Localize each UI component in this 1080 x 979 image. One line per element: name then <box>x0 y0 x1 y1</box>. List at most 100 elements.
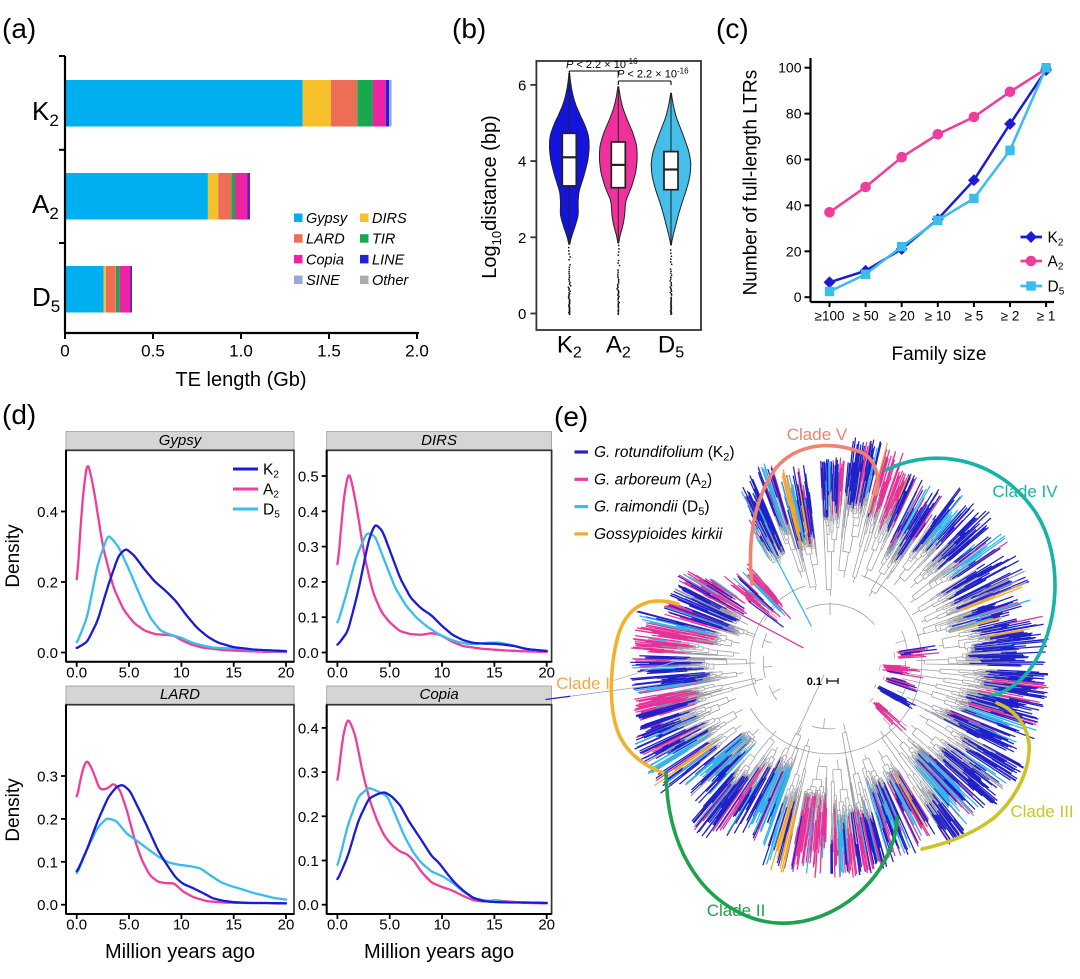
svg-text:(d): (d) <box>2 399 36 430</box>
svg-text:15: 15 <box>225 917 242 934</box>
svg-text:0.1: 0.1 <box>37 854 58 871</box>
svg-text:10: 10 <box>434 665 451 682</box>
svg-text:2: 2 <box>518 230 526 247</box>
svg-text:TIR: TIR <box>372 232 396 248</box>
svg-text:Clade III: Clade III <box>1010 802 1073 821</box>
svg-text:≥100: ≥100 <box>815 309 845 324</box>
svg-text:≥ 50: ≥ 50 <box>853 309 879 324</box>
svg-text:D5: D5 <box>263 502 280 521</box>
svg-text:0.2: 0.2 <box>298 574 319 591</box>
svg-text:≥ 5: ≥ 5 <box>965 309 984 324</box>
svg-text:0.4: 0.4 <box>298 720 319 737</box>
svg-text:Density: Density <box>3 778 24 842</box>
svg-text:1.0: 1.0 <box>229 342 253 361</box>
svg-text:0.4: 0.4 <box>37 504 58 521</box>
svg-text:Gossypioides kirkii: Gossypioides kirkii <box>594 526 723 543</box>
svg-text:Number of full-length LTRs: Number of full-length LTRs <box>741 70 762 296</box>
svg-text:A2: A2 <box>606 332 631 362</box>
svg-text:LARD: LARD <box>160 686 200 703</box>
svg-text:15: 15 <box>486 917 503 934</box>
svg-text:1.5: 1.5 <box>317 342 341 361</box>
svg-text:K2: K2 <box>263 462 279 481</box>
svg-text:0: 0 <box>794 289 802 305</box>
svg-text:Clade II: Clade II <box>707 901 766 920</box>
svg-text:G. arboreum (A2): G. arboreum (A2) <box>594 471 712 491</box>
svg-text:20: 20 <box>538 665 555 682</box>
svg-text:P < 2.2 × 10-16: P < 2.2 × 10-16 <box>566 57 638 71</box>
svg-text:0.3: 0.3 <box>298 765 319 782</box>
svg-text:P < 2.2 × 10-16: P < 2.2 × 10-16 <box>617 67 689 81</box>
svg-text:5.0: 5.0 <box>379 665 400 682</box>
svg-text:0.1: 0.1 <box>298 853 319 870</box>
svg-text:0.0: 0.0 <box>66 665 87 682</box>
svg-text:Clade V: Clade V <box>787 425 848 444</box>
svg-text:Clade IV: Clade IV <box>992 482 1058 501</box>
svg-text:Log10distance (bp): Log10distance (bp) <box>479 115 504 278</box>
svg-text:A2: A2 <box>263 482 279 501</box>
svg-text:Copia: Copia <box>419 686 458 703</box>
svg-text:0.2: 0.2 <box>37 575 58 592</box>
svg-text:0.0: 0.0 <box>327 917 348 934</box>
svg-text:LINE: LINE <box>372 252 405 268</box>
svg-text:≥ 1: ≥ 1 <box>1037 309 1056 324</box>
svg-text:20: 20 <box>278 665 295 682</box>
svg-text:G. rotundifolium (K2): G. rotundifolium (K2) <box>594 444 735 464</box>
svg-text:0.0: 0.0 <box>37 645 58 662</box>
svg-text:A2: A2 <box>1048 254 1064 273</box>
svg-text:80: 80 <box>786 106 802 122</box>
svg-text:0.4: 0.4 <box>298 504 319 521</box>
svg-text:15: 15 <box>225 665 242 682</box>
svg-text:A2: A2 <box>32 189 59 223</box>
svg-text:2.0: 2.0 <box>405 342 429 361</box>
svg-text:DIRS: DIRS <box>421 432 457 449</box>
svg-text:0: 0 <box>518 306 526 323</box>
svg-text:DIRS: DIRS <box>372 211 407 227</box>
svg-text:0.0: 0.0 <box>298 645 319 662</box>
svg-text:6: 6 <box>518 77 526 94</box>
svg-text:0.0: 0.0 <box>66 917 87 934</box>
svg-text:20: 20 <box>786 243 802 259</box>
svg-text:Gypsy: Gypsy <box>159 432 203 449</box>
svg-text:0.0: 0.0 <box>327 665 348 682</box>
svg-text:SINE: SINE <box>306 273 340 289</box>
svg-text:≥ 10: ≥ 10 <box>925 309 951 324</box>
svg-text:20: 20 <box>278 917 295 934</box>
svg-text:15: 15 <box>486 665 503 682</box>
svg-text:(c): (c) <box>716 13 749 44</box>
svg-text:100: 100 <box>778 60 802 76</box>
svg-text:Density: Density <box>3 524 24 588</box>
svg-text:0.3: 0.3 <box>37 769 58 786</box>
svg-text:Gypsy: Gypsy <box>306 211 348 227</box>
svg-text:0.0: 0.0 <box>298 897 319 914</box>
svg-text:Clade I: Clade I <box>556 674 610 693</box>
svg-text:Other: Other <box>372 273 409 289</box>
svg-text:D5: D5 <box>658 332 684 362</box>
svg-text:(b): (b) <box>452 13 486 44</box>
svg-text:5.0: 5.0 <box>119 917 140 934</box>
svg-text:0: 0 <box>60 342 69 361</box>
svg-text:Family size: Family size <box>891 344 986 365</box>
svg-text:0.3: 0.3 <box>298 539 319 556</box>
svg-text:(a): (a) <box>2 13 36 44</box>
svg-text:0.2: 0.2 <box>298 809 319 826</box>
svg-text:TE length (Gb): TE length (Gb) <box>175 369 306 391</box>
svg-text:≥ 20: ≥ 20 <box>889 309 915 324</box>
svg-text:10: 10 <box>173 917 190 934</box>
svg-text:Million years ago: Million years ago <box>364 941 514 963</box>
svg-text:10: 10 <box>434 917 451 934</box>
svg-text:4: 4 <box>518 154 526 171</box>
svg-text:0.2: 0.2 <box>37 811 58 828</box>
svg-text:K2: K2 <box>1048 230 1064 249</box>
svg-text:D5: D5 <box>32 282 60 316</box>
svg-text:10: 10 <box>173 665 190 682</box>
svg-text:60: 60 <box>786 152 802 168</box>
svg-text:5.0: 5.0 <box>119 665 140 682</box>
svg-text:D5: D5 <box>1048 279 1065 298</box>
svg-text:≥ 2: ≥ 2 <box>1001 309 1020 324</box>
svg-text:K2: K2 <box>557 332 582 362</box>
svg-text:Copia: Copia <box>306 252 344 268</box>
svg-text:LARD: LARD <box>306 232 345 248</box>
svg-text:0.0: 0.0 <box>37 897 58 914</box>
svg-text:(e): (e) <box>554 401 588 432</box>
svg-text:0.5: 0.5 <box>298 469 319 486</box>
